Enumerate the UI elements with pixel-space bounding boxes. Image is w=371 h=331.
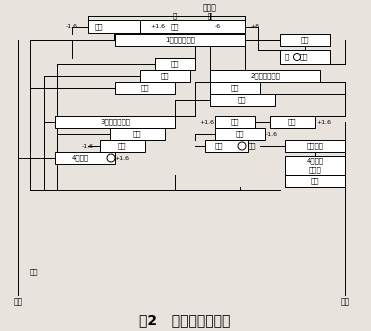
Text: 筛分: 筛分 <box>231 119 239 125</box>
Text: 尾矿: 尾矿 <box>340 298 349 307</box>
Bar <box>280 34 330 46</box>
Text: 跳汰: 跳汰 <box>300 54 309 60</box>
Text: 图2   改进后工艺流程: 图2 改进后工艺流程 <box>139 313 231 327</box>
Text: -1.6: -1.6 <box>266 131 278 136</box>
Bar <box>285 175 345 187</box>
Text: 跳汰: 跳汰 <box>171 23 179 30</box>
Text: 摇床: 摇床 <box>171 61 179 67</box>
Bar <box>215 128 265 140</box>
Bar <box>110 128 165 140</box>
Text: 摇床: 摇床 <box>311 178 319 184</box>
Text: 2号水力分级机: 2号水力分级机 <box>250 73 280 79</box>
Text: 跳汰: 跳汰 <box>248 143 256 149</box>
Text: 升路摇床: 升路摇床 <box>306 143 324 149</box>
Bar <box>140 70 190 82</box>
Text: 分级机: 分级机 <box>309 167 321 173</box>
Bar <box>115 82 175 94</box>
Text: 筛分: 筛分 <box>118 143 126 149</box>
Text: 跳汰: 跳汰 <box>95 23 104 30</box>
Text: 摇床: 摇床 <box>141 85 149 91</box>
Text: 合格矿: 合格矿 <box>203 4 217 13</box>
Bar <box>210 82 260 94</box>
Bar <box>88 20 140 33</box>
Bar <box>55 152 115 164</box>
Text: -1.6: -1.6 <box>82 144 94 149</box>
Text: 矿泥: 矿泥 <box>30 269 39 275</box>
Bar <box>285 156 345 175</box>
Text: 分级: 分级 <box>301 37 309 43</box>
Text: -1.6: -1.6 <box>66 24 78 29</box>
Text: +1.6: +1.6 <box>150 24 165 29</box>
Text: +1.6: +1.6 <box>115 156 129 161</box>
Text: 分: 分 <box>208 13 212 19</box>
Text: +6: +6 <box>250 24 260 29</box>
Bar <box>140 20 245 33</box>
Bar <box>210 94 275 106</box>
Text: +1.6: +1.6 <box>200 119 214 124</box>
Text: 磨机: 磨机 <box>215 143 223 149</box>
Text: 1号水力分级机: 1号水力分级机 <box>165 37 195 43</box>
Text: 筛: 筛 <box>173 13 177 19</box>
Text: 水: 水 <box>285 54 289 60</box>
Text: 4号磨机: 4号磨机 <box>72 155 89 161</box>
Bar <box>210 70 320 82</box>
Text: 筛分: 筛分 <box>288 119 296 125</box>
Bar <box>155 58 195 70</box>
Bar <box>270 116 315 128</box>
Bar <box>100 140 145 152</box>
Bar <box>55 116 175 128</box>
Bar <box>280 50 330 64</box>
Bar <box>205 140 248 152</box>
Bar <box>215 116 255 128</box>
Text: 摇床: 摇床 <box>133 131 141 137</box>
Bar <box>285 140 345 152</box>
Text: 3号水力分级机: 3号水力分级机 <box>100 119 130 125</box>
Text: 精矿: 精矿 <box>13 298 23 307</box>
Text: 摇床: 摇床 <box>238 97 246 103</box>
Bar <box>115 34 245 46</box>
Text: 4号水力: 4号水力 <box>306 158 324 164</box>
Text: -6: -6 <box>215 24 221 29</box>
Text: 摇床: 摇床 <box>231 85 239 91</box>
Text: +1.6: +1.6 <box>316 119 332 124</box>
Text: 分级: 分级 <box>236 131 244 137</box>
Text: 摇床: 摇床 <box>161 73 169 79</box>
